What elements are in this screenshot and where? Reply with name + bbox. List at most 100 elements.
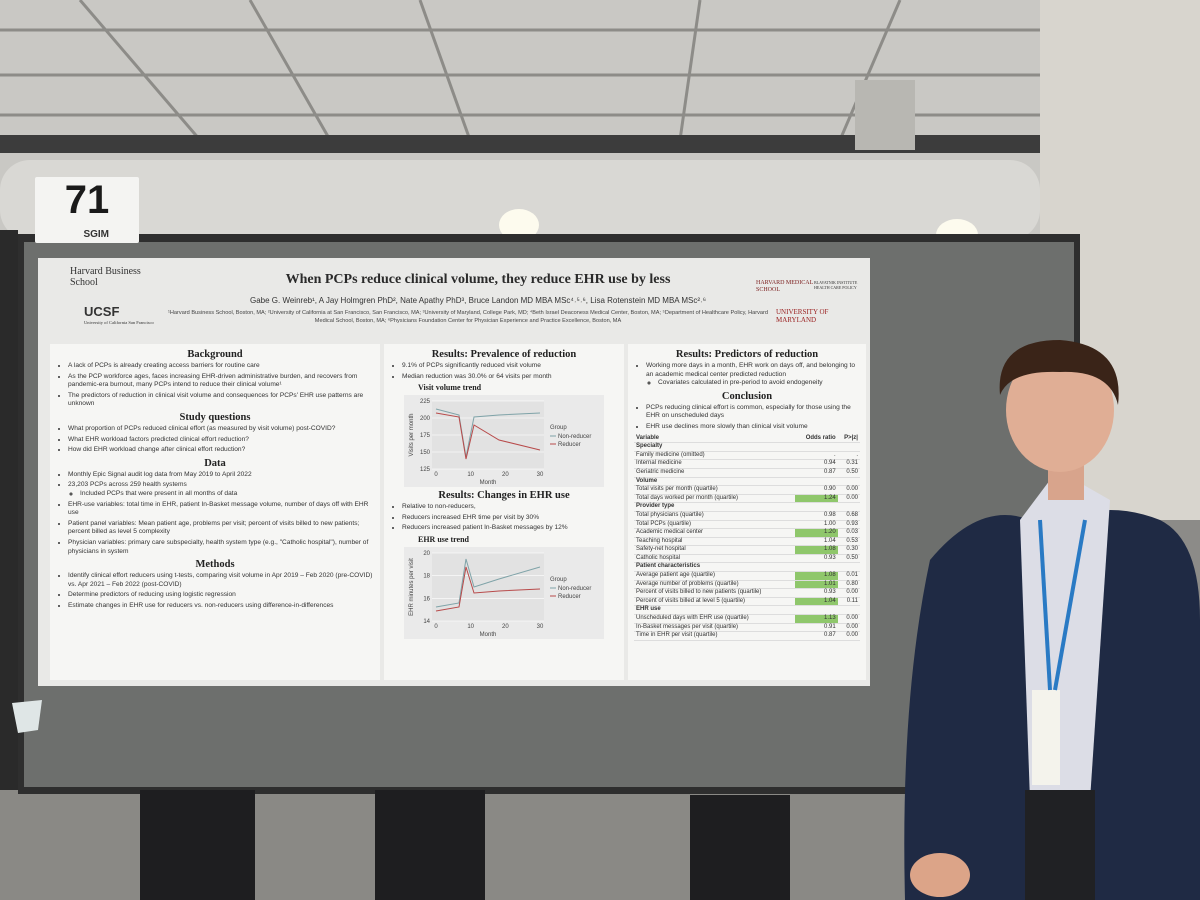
table-cell: Catholic hospital — [634, 554, 796, 564]
table-cell: 0.50 — [837, 468, 860, 478]
duct — [0, 160, 1040, 240]
legend-label: Reducer — [558, 442, 581, 448]
trend-line — [435, 558, 541, 608]
bullet: Relative to non-reducers, — [402, 503, 618, 512]
table-cell: 1.01 — [795, 580, 838, 590]
table-row: In-Basket messages per visit (quartile) 0… — [634, 623, 860, 633]
x-tick-label: 0 — [434, 472, 438, 478]
x-tick-label: 10 — [467, 624, 474, 630]
table-cell: 0.00 — [837, 494, 860, 504]
table-row: Percent of visits billed to new patients… — [634, 588, 860, 598]
chart-block: EHR use trend 20 18 16 14 0 10 20 30 Month EHR min… — [390, 535, 618, 639]
x-tick-label: 10 — [467, 472, 474, 478]
bullet: Reducers increased EHR time per visit by… — [402, 514, 618, 523]
logo-hms: HARVARD MEDICAL SCHOOL — [756, 280, 814, 293]
table-cell: 0.93 — [795, 554, 838, 564]
column: Results: Prevalence of reduction 9.1% of … — [384, 344, 624, 680]
bullet-text: 23,203 PCPs across 259 health systems — [68, 481, 187, 489]
table-cell: Total days worked per month (quartile) — [634, 494, 796, 504]
bullet-text: A lack of PCPs is already creating acces… — [68, 362, 260, 369]
bullet-text: 9.1% of PCPs significantly reduced visit… — [402, 362, 541, 369]
plot-area — [432, 552, 544, 621]
bullet-text: Relative to non-reducers, — [402, 503, 476, 511]
table-cell: Average patient age (quartile) — [634, 571, 796, 581]
table-cell: 0.30 — [837, 545, 860, 555]
bullet-text: The predictors of reduction in clinical … — [68, 391, 364, 408]
table-row: Patient characteristics — [634, 562, 860, 573]
y-tick-label: 200 — [420, 416, 431, 422]
y-axis-label: EHR minutes per visit — [409, 558, 415, 616]
sub-list: Included PCPs that were present in all m… — [68, 490, 374, 499]
logo-hbs: Harvard Business School — [70, 266, 141, 288]
x-tick-label: 30 — [537, 472, 544, 478]
table-cell: Unscheduled days with EHR use (quartile) — [634, 614, 796, 624]
bullet-text: Determine predictors of reducing using l… — [68, 591, 236, 599]
table-cell: 0.00 — [837, 623, 860, 633]
bullet-list: A lack of PCPs is already creating acces… — [56, 362, 374, 409]
bullet: Monthly Epic Signal audit log data from … — [68, 471, 374, 480]
legend-title: Group — [550, 577, 567, 583]
table-cell: 0.31 — [837, 459, 860, 469]
table-cell: 0.91 — [795, 623, 838, 633]
bullet-text: What EHR workload factors predicted clin… — [68, 435, 249, 443]
table-cell: Patient characteristics — [634, 562, 860, 573]
legs — [140, 790, 790, 900]
bullet: EHR-use variables: total time in EHR, pa… — [68, 501, 374, 518]
table-cell: Academic medical center — [634, 528, 796, 538]
chart-title: EHR use trend — [418, 534, 469, 544]
beam — [0, 135, 1040, 153]
poster-affiliations: ¹Harvard Business School, Boston, MA; ²U… — [168, 310, 768, 324]
section-heading: Conclusion — [721, 390, 773, 402]
logo-ucsf-sub: University of California San Francisco — [84, 320, 154, 325]
poster: Harvard Business School UCSF University … — [38, 258, 870, 686]
table-cell: 0.68 — [837, 511, 860, 521]
table-cell: 0.01 — [837, 571, 860, 581]
table-cell: Average number of problems (quartile) — [634, 580, 796, 590]
table-row: Geriatric medicine 0.87 0.50 — [634, 468, 860, 478]
table-row: Family medicine (omitted).. — [634, 451, 860, 461]
bullet: A lack of PCPs is already creating acces… — [68, 362, 374, 371]
table-header: Variable Odds ratio P>|z| — [634, 434, 860, 444]
bullet-text: EHR use declines more slowly than clinic… — [646, 422, 808, 430]
bullet: Determine predictors of reducing using l… — [68, 591, 374, 600]
bullet: EHR use declines more slowly than clinic… — [646, 423, 860, 432]
x-tick-label: 0 — [434, 624, 438, 630]
section-heading: Background — [187, 349, 243, 360]
table-cell: 0.03 — [837, 528, 860, 538]
table-row: Academic medical center 1.20 0.03 — [634, 528, 860, 538]
chart-title: Visit volume trend — [418, 383, 482, 393]
bullet-text: Identify clinical effort reducers using … — [68, 572, 373, 588]
table-cell: 1.04 — [795, 597, 838, 607]
table-cell: 0.53 — [837, 537, 860, 547]
section: Results: Predictors of reduction Working … — [634, 349, 860, 388]
bullet-list: 9.1% of PCPs significantly reduced visit… — [390, 362, 618, 381]
table-row: Total visits per month (quartile) 0.90 0.0… — [634, 485, 860, 495]
table-row: Percent of visits billed at level 5 (qua… — [634, 597, 860, 607]
person — [904, 340, 1200, 900]
y-tick-label: 150 — [420, 450, 431, 456]
table-cell: Specialty — [634, 442, 860, 452]
table-cell: 0.90 — [795, 485, 838, 495]
trend-line — [435, 412, 541, 460]
sub-list: Covariates calculated in pre-period to a… — [646, 379, 860, 388]
bullet: 9.1% of PCPs significantly reduced visit… — [402, 362, 618, 371]
table-cell: In-Basket messages per visit (quartile) — [634, 623, 796, 633]
table-row: Average patient age (quartile) 1.08 0.01 — [634, 571, 860, 581]
table-cell: Time in EHR per visit (quartile) — [634, 631, 796, 641]
logo-ucsf: UCSF — [84, 304, 120, 319]
table-cell: 0.80 — [837, 580, 860, 590]
section: Results: Changes in EHR useRelative to n… — [390, 490, 618, 639]
table-row: Average number of problems (quartile) 1.0… — [634, 580, 860, 590]
bullet: Patient panel variables: Mean patient ag… — [68, 520, 374, 537]
table-cell: . — [837, 451, 860, 461]
header-cell: P>|z| — [837, 434, 860, 444]
table-row: Catholic hospital 0.93 0.50 — [634, 554, 860, 564]
table-row: Total physicians (quartile) 0.98 0.68 — [634, 511, 860, 521]
trend-line — [435, 408, 541, 458]
section: ConclusionPCPs reducing clinical effort … — [634, 391, 860, 641]
booth-number: 71 — [64, 178, 110, 222]
sign-org: SGIM — [83, 229, 109, 240]
table-cell: 0.93 — [837, 520, 860, 530]
cup — [12, 700, 42, 733]
header-cell: Variable — [634, 434, 796, 444]
